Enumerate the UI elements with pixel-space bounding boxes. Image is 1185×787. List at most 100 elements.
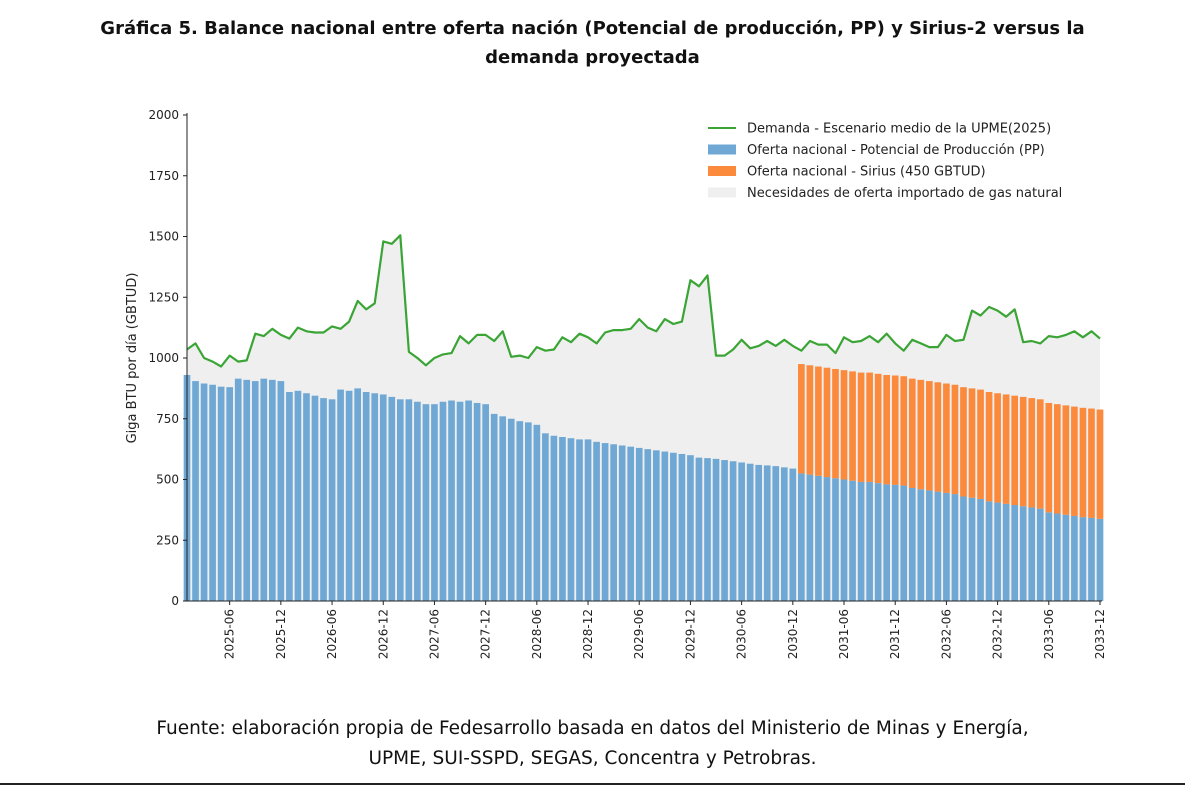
pp-bar: [234, 378, 242, 601]
pp-bar: [1079, 517, 1087, 601]
sirius-bar: [977, 389, 984, 499]
pp-bar: [610, 444, 617, 601]
pp-bar: [652, 450, 660, 601]
pp-bar: [294, 390, 302, 601]
pp-bar: [926, 490, 933, 601]
sirius-bar: [849, 371, 856, 481]
pp-bar: [806, 474, 814, 601]
pp-bar: [695, 457, 703, 601]
sirius-bar: [985, 392, 993, 502]
x-tick-label: 2031-12: [888, 609, 902, 659]
pp-bar: [251, 381, 259, 601]
pp-bar: [729, 461, 737, 601]
chart-title-line-2: demanda proyectada: [485, 47, 700, 68]
legend-swatch: [708, 144, 736, 155]
pp-bar: [516, 421, 524, 601]
pp-bar: [431, 404, 438, 601]
sirius-bar: [874, 373, 882, 484]
pp-bar: [943, 492, 950, 601]
source-line-1: Fuente: elaboración propia de Fedesarrol…: [156, 718, 1029, 739]
pp-bar: [968, 497, 976, 601]
x-tick-label: 2033-12: [1093, 609, 1107, 659]
pp-bar: [456, 401, 464, 601]
pp-bar: [772, 466, 780, 601]
pp-bar: [900, 485, 908, 601]
pp-bar: [661, 451, 669, 601]
pp-bar: [311, 395, 319, 601]
pp-bar: [815, 475, 822, 601]
pp-bar: [465, 400, 472, 601]
pp-bar: [414, 401, 421, 601]
pp-bar: [1054, 513, 1061, 601]
pp-bar: [473, 402, 481, 601]
sirius-bar: [1036, 399, 1044, 509]
y-tick-label: 1250: [148, 290, 179, 304]
y-tick-label: 2000: [148, 108, 179, 122]
pp-bar: [857, 481, 865, 601]
pp-bar: [388, 396, 396, 601]
x-tick-label: 2028-12: [581, 609, 595, 659]
pp-bar: [584, 439, 592, 601]
pp-bar: [192, 381, 199, 601]
legend-swatch: [708, 166, 736, 176]
chart-title-line-1: Gráfica 5. Balance nacional entre oferta…: [100, 18, 1085, 39]
demand-line-group: [186, 234, 1101, 368]
sirius-bar: [806, 365, 814, 475]
sirius-bar: [798, 364, 805, 474]
pp-bar: [789, 468, 797, 601]
pp-bar: [849, 480, 856, 601]
pp-bar: [260, 378, 268, 601]
sirius-bar: [832, 368, 839, 479]
sirius-bar: [968, 388, 976, 498]
pp-bar: [704, 458, 711, 601]
pp-bar: [567, 438, 575, 601]
sirius-bar: [1096, 409, 1104, 519]
pp-bar: [422, 404, 430, 601]
pp-bar: [1011, 505, 1019, 601]
sirius-bar: [1079, 407, 1087, 518]
sirius-bar: [815, 366, 822, 476]
pp-bar: [286, 392, 293, 601]
pp-bar: [985, 501, 993, 601]
pp-bar: [687, 455, 694, 601]
sirius-bar: [934, 382, 942, 492]
pp-bar: [1028, 507, 1036, 601]
legend-label: Necesidades de oferta importado de gas n…: [747, 186, 1062, 201]
sirius-bar: [823, 367, 831, 478]
x-tick-label: 2030-12: [786, 609, 800, 659]
x-tick-label: 2025-12: [274, 609, 288, 659]
pp-bar: [763, 465, 771, 601]
x-tick-label: 2027-06: [427, 609, 441, 659]
bottom-rule: [0, 783, 1185, 785]
x-tick-label: 2026-06: [325, 609, 339, 659]
pp-bar: [977, 498, 984, 601]
pp-bar: [1062, 514, 1070, 601]
pp-bar: [217, 386, 225, 601]
pp-bar: [490, 413, 498, 601]
sirius-bar: [994, 393, 1001, 503]
pp-bar: [601, 443, 609, 601]
y-tick-label: 500: [156, 473, 179, 487]
source-line-2: UPME, SUI-SSPD, SEGAS, Concentra y Petro…: [368, 748, 817, 769]
pp-bar: [550, 435, 558, 601]
pp-bar: [951, 494, 959, 601]
bars-group: [183, 235, 1104, 602]
pp-bar: [559, 436, 566, 601]
pp-bar: [1071, 515, 1078, 601]
pp-bar: [627, 446, 635, 601]
pp-bar: [840, 479, 848, 601]
pp-bar: [576, 439, 583, 601]
pp-bar: [448, 400, 455, 601]
pp-bar: [533, 424, 541, 601]
sirius-bar: [1054, 404, 1061, 514]
legend-swatch: [708, 187, 736, 198]
y-tick-label: 1000: [148, 351, 179, 365]
x-tick-label: 2032-12: [991, 609, 1005, 659]
pp-bar: [1045, 512, 1053, 601]
pp-bar: [1002, 503, 1010, 601]
sirius-bar: [857, 372, 865, 482]
pp-bar: [891, 484, 899, 601]
x-tick-label: 2032-06: [939, 609, 953, 659]
pp-bar: [866, 481, 873, 601]
pp-bar: [226, 387, 233, 601]
